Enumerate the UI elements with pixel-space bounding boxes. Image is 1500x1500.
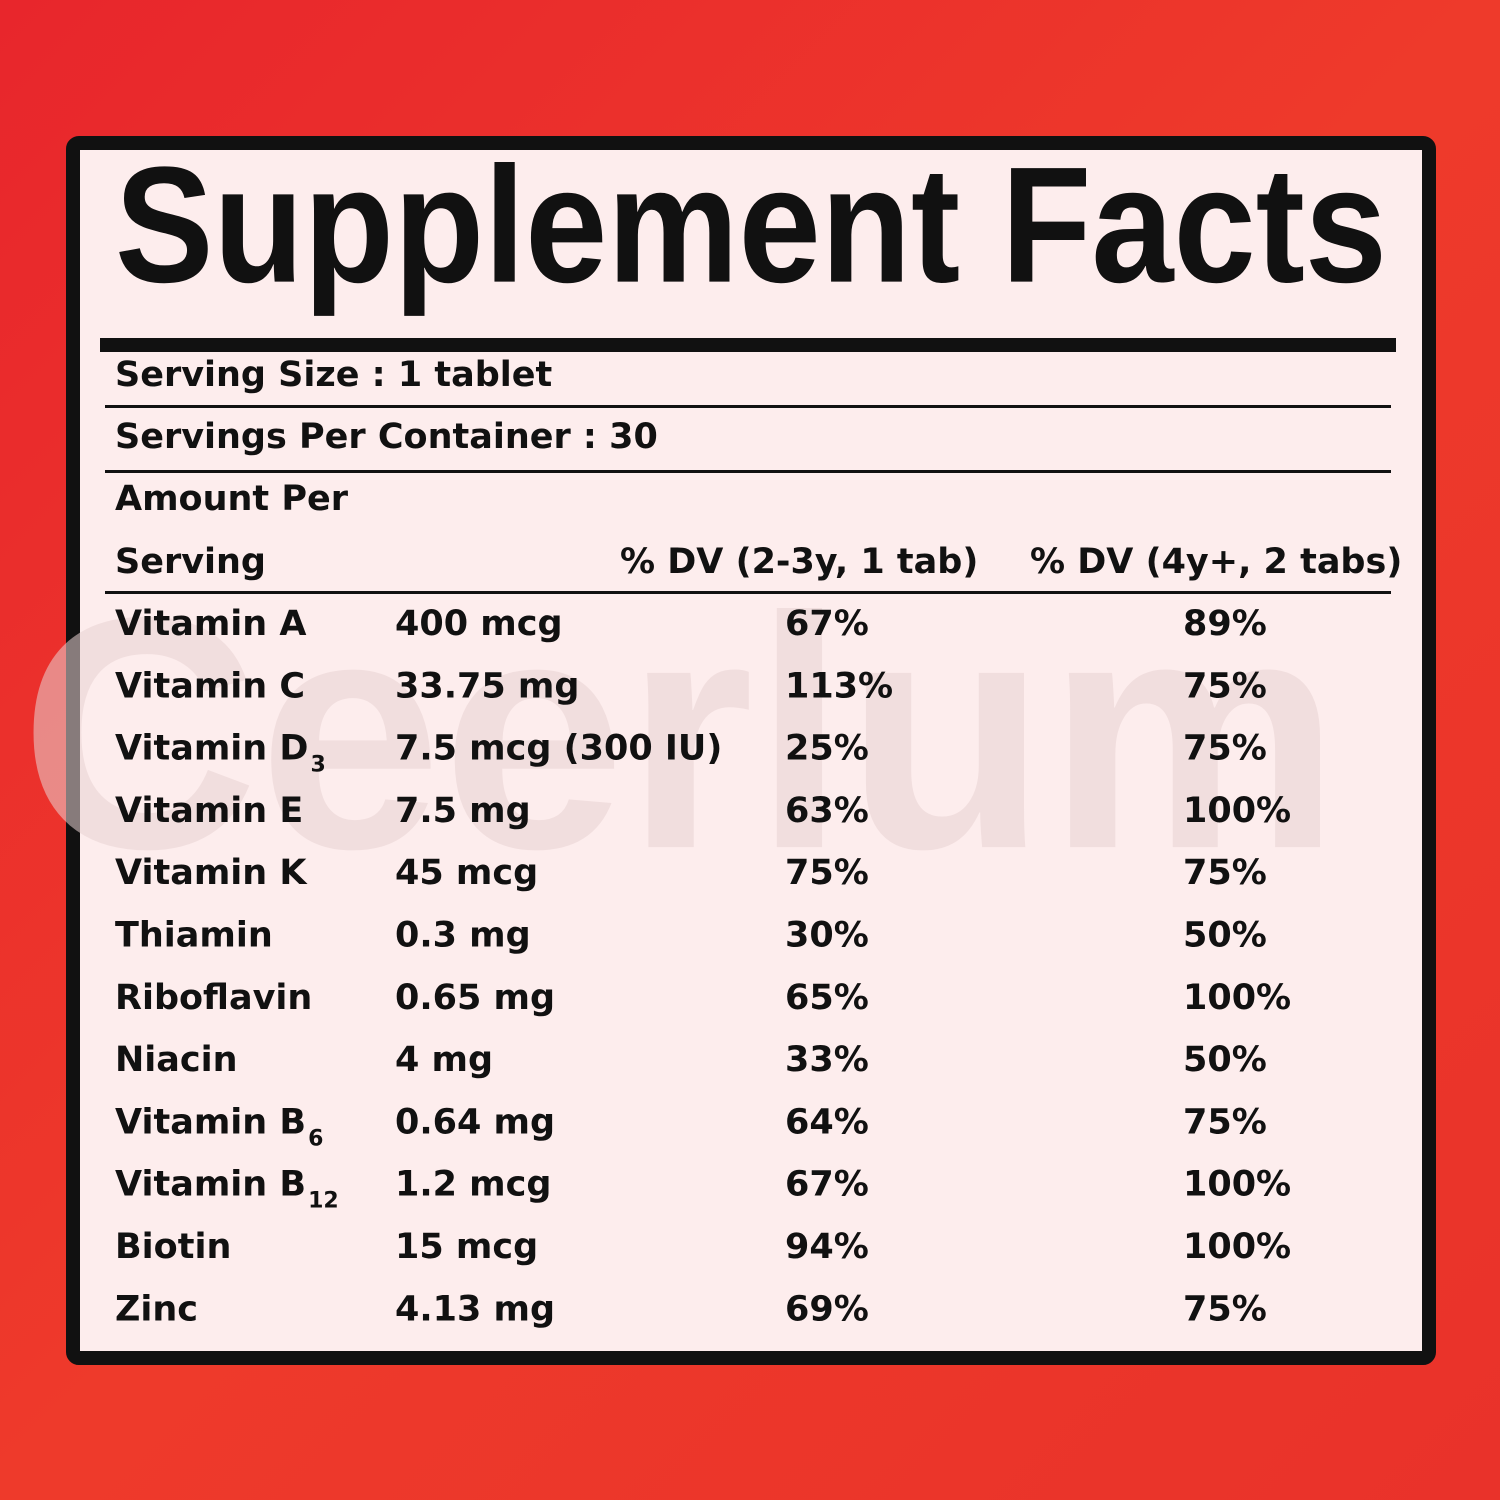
dv-2-tabs: 100% [1183,791,1291,831]
dv-1-tab: 63% [785,791,869,831]
rule [105,470,1391,473]
dv-1-tab: 64% [785,1102,869,1142]
nutrient-row: Vitamin A 400 mcg 67% 89% [115,604,1267,644]
nutrient-amount: 400 mcg [395,604,563,644]
dv-1-tab: 75% [785,853,869,893]
nutrient-name: Vitamin C [115,666,305,706]
nutrient-row: Vitamin B6 0.64 mg 64% 75% [115,1102,1267,1151]
nutrient-name: Vitamin E [115,791,303,831]
nutrient-row: Thiamin 0.3 mg 30% 50% [115,916,1267,956]
nutrient-row: Biotin 15 mcg 94% 100% [115,1227,1291,1267]
nutrient-name: Zinc [115,1289,198,1329]
watermark: Ceerlum [20,548,1340,917]
nutrient-name-text: Vitamin K [115,853,308,893]
nutrient-name-text: Zinc [115,1289,198,1329]
nutrient-name: Riboflavin [115,978,312,1018]
dv-2-tabs: 100% [1183,978,1291,1018]
dv-1-tab: 25% [785,729,869,769]
nutrient-subscript: 6 [308,1126,323,1151]
nutrient-amount: 1.2 mcg [395,1165,551,1205]
dv-2-tabs: 50% [1183,1040,1267,1080]
label-panel [66,136,1436,1365]
nutrient-subscript: 3 [310,753,325,778]
nutrient-row: Vitamin D3 7.5 mcg (300 IU) 25% 75% [115,729,1267,778]
dv-2-tabs: 75% [1183,1102,1267,1142]
dv-1-tab: 113% [785,666,893,706]
dv-1-tab: 33% [785,1040,869,1080]
serving-size: Serving Size : 1 tablet [115,355,552,395]
dv-2-tabs: 50% [1183,916,1267,956]
dv-2-tabs: 89% [1183,604,1267,644]
dv-2-tabs: 75% [1183,1289,1267,1329]
nutrient-name: Biotin [115,1227,231,1267]
nutrient-name: Vitamin A [115,604,306,644]
dv-1-tab: 67% [785,604,869,644]
nutrient-name: Vitamin K [115,853,308,893]
dv-2-tabs: 100% [1183,1165,1291,1205]
nutrient-name-text: Vitamin B [115,1102,306,1142]
nutrient-name-text: Biotin [115,1227,231,1267]
nutrient-name: Thiamin [115,916,273,956]
nutrient-row: Vitamin C 33.75 mg 113% 75% [115,666,1267,706]
dv-2-tabs: 100% [1183,1227,1291,1267]
thick-rule [100,338,1396,352]
header-dv-2-tabs: % DV (4y+, 2 tabs) [1030,542,1402,582]
nutrient-subscript: 12 [308,1189,339,1214]
nutrient-amount: 33.75 mg [395,666,579,706]
nutrient-amount: 7.5 mcg (300 IU) [395,729,722,769]
nutrient-rows: Vitamin A 400 mcg 67% 89% Vitamin C 33.75 mg 1… [115,604,1291,1329]
nutrient-name: Vitamin D3 [115,729,326,778]
rule [105,591,1391,594]
dv-1-tab: 94% [785,1227,869,1267]
nutrient-amount: 7.5 mg [395,791,531,831]
nutrient-name-text: Vitamin E [115,791,303,831]
nutrient-name: Vitamin B12 [115,1165,339,1214]
dv-1-tab: 69% [785,1289,869,1329]
nutrient-name-text: Vitamin D [115,729,308,769]
rule [105,405,1391,408]
dv-2-tabs: 75% [1183,853,1267,893]
nutrient-name-text: Niacin [115,1040,238,1080]
nutrient-name-text: Riboflavin [115,978,312,1018]
nutrient-row: Vitamin E 7.5 mg 63% 100% [115,791,1291,831]
dv-1-tab: 30% [785,916,869,956]
nutrient-row: Vitamin B12 1.2 mcg 67% 100% [115,1165,1291,1214]
nutrient-name-text: Thiamin [115,916,273,956]
dv-1-tab: 65% [785,978,869,1018]
nutrient-name-text: Vitamin B [115,1165,306,1205]
nutrient-amount: 0.65 mg [395,978,555,1018]
nutrient-row: Zinc 4.13 mg 69% 75% [115,1289,1267,1329]
servings-per-container: Servings Per Container : 30 [115,417,658,457]
nutrient-row: Niacin 4 mg 33% 50% [115,1040,1267,1080]
dv-2-tabs: 75% [1183,666,1267,706]
dv-2-tabs: 75% [1183,729,1267,769]
nutrient-name: Vitamin B6 [115,1102,323,1151]
nutrient-amount: 15 mcg [395,1227,538,1267]
header-dv-1-tab: % DV (2-3y, 1 tab) [620,542,978,582]
nutrient-name-text: Vitamin C [115,666,305,706]
header-amount-line: Serving [115,542,266,582]
nutrient-row: Vitamin K 45 mcg 75% 75% [115,853,1267,893]
dv-1-tab: 67% [785,1165,869,1205]
nutrient-amount: 4 mg [395,1040,493,1080]
nutrient-amount: 4.13 mg [395,1289,555,1329]
nutrient-name-text: Vitamin A [115,604,306,644]
nutrient-amount: 0.3 mg [395,916,531,956]
nutrient-row: Riboflavin 0.65 mg 65% 100% [115,978,1291,1018]
nutrient-amount: 45 mcg [395,853,538,893]
nutrient-amount: 0.64 mg [395,1102,555,1142]
header-amount-line: Amount Per [115,479,349,519]
nutrient-name: Niacin [115,1040,238,1080]
label-title: Supplement Facts [115,133,1387,317]
